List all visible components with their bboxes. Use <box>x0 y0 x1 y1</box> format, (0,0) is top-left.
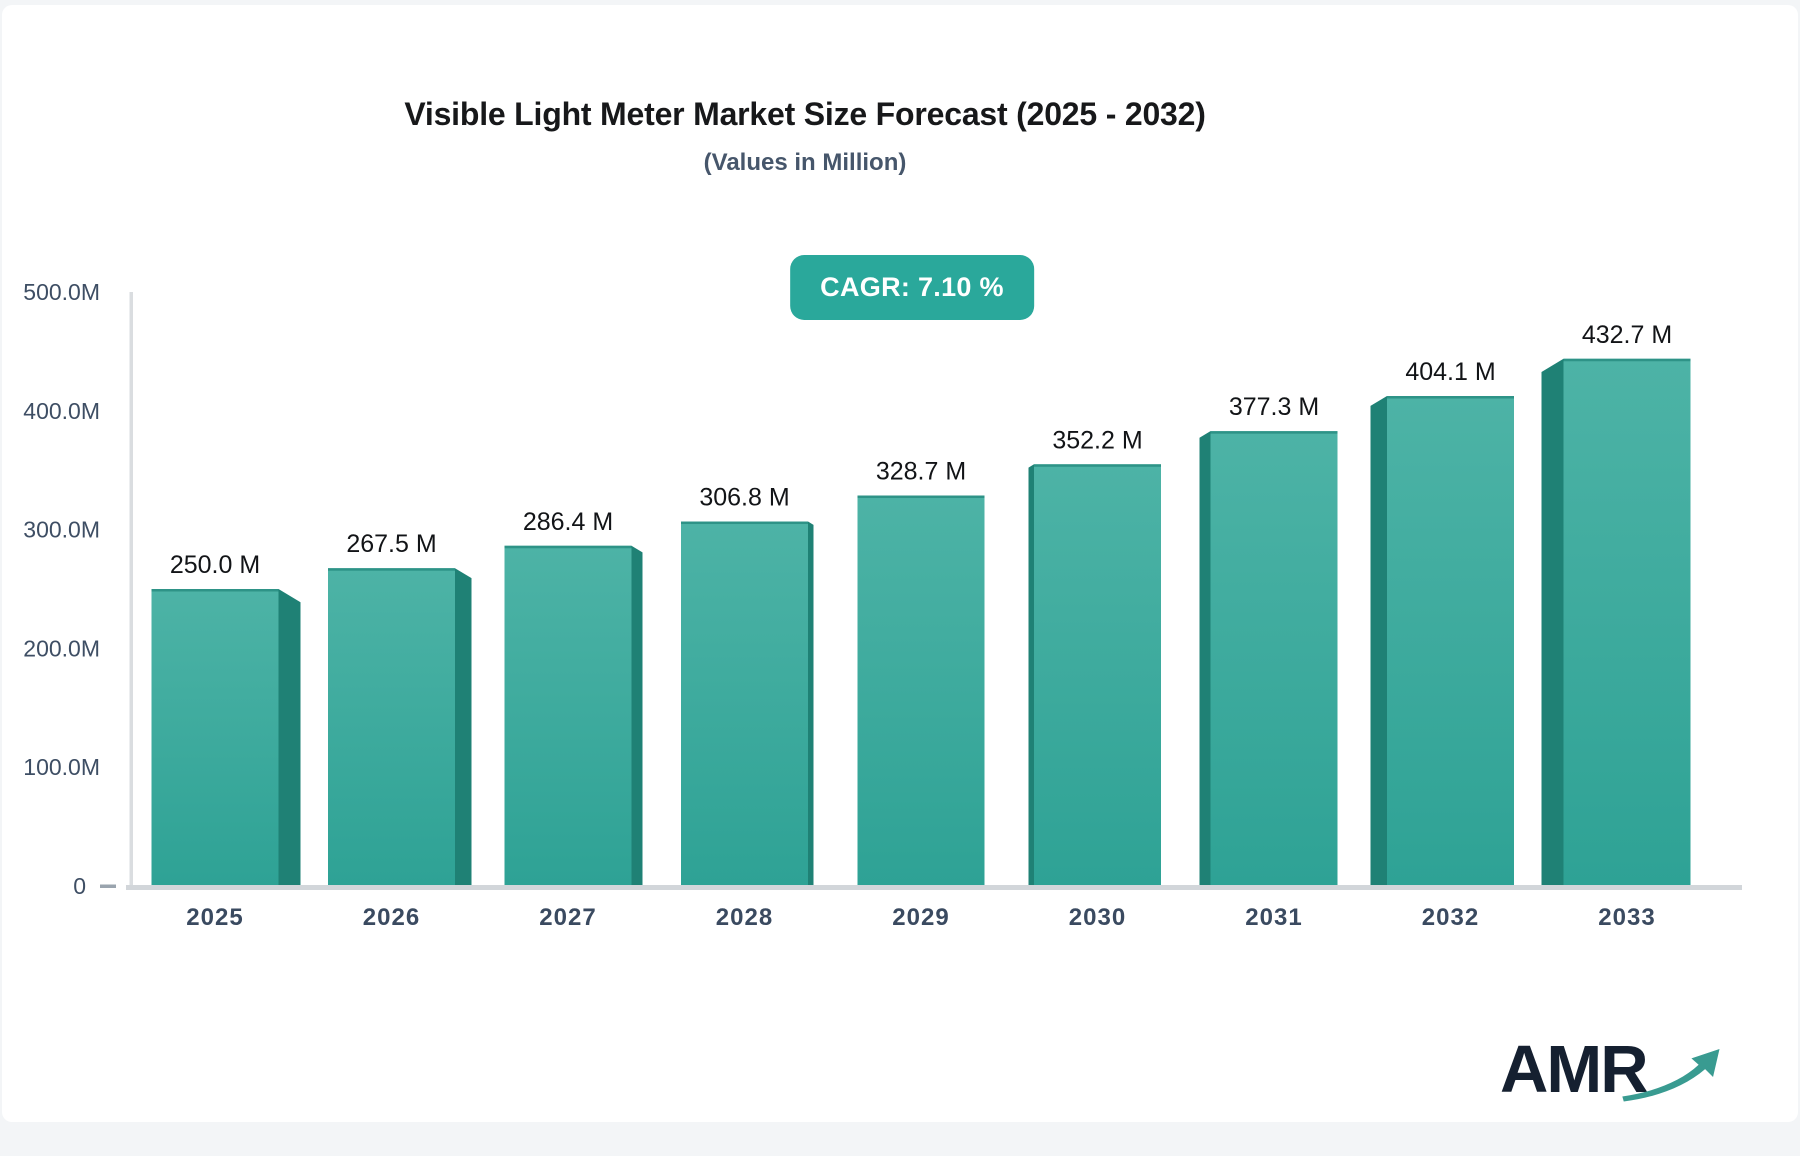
bar-side-face <box>278 589 301 886</box>
y-axis-line <box>129 292 133 890</box>
growth-arrow-icon <box>1622 1048 1720 1102</box>
y-axis-label: 500.0M <box>23 279 100 305</box>
bar <box>857 495 985 886</box>
bar-group-2027[interactable]: 286.4 M <box>504 508 643 886</box>
bar-group-2030[interactable]: 352.2 M <box>1028 426 1162 886</box>
x-axis-label: 2028 <box>716 904 773 931</box>
x-axis-label: 2032 <box>1422 904 1479 931</box>
bar-side-face <box>455 568 472 886</box>
bar-value-label: 328.7 M <box>876 458 966 486</box>
x-axis-label: 2026 <box>363 904 420 931</box>
y-axis-label: 300.0M <box>23 517 100 543</box>
y-axis-label: 400.0M <box>23 398 100 424</box>
bar-side-face <box>1028 464 1034 886</box>
bar-top-edge <box>1387 396 1514 399</box>
x-axis-label: 2027 <box>539 904 596 931</box>
cagr-badge: CAGR: 7.10 % <box>790 255 1034 320</box>
x-axis-label: 2031 <box>1245 904 1302 931</box>
bar-value-label: 286.4 M <box>523 508 613 536</box>
bar-group-2033[interactable]: 432.7 M <box>1541 321 1691 886</box>
bar-top-edge <box>504 545 632 549</box>
chart-title: Visible Light Meter Market Size Forecast… <box>404 96 1206 132</box>
bar <box>681 521 808 886</box>
x-axis-label: 2025 <box>186 904 243 931</box>
amr-logo-text: AMR <box>1500 1032 1649 1107</box>
bar-group-2032[interactable]: 404.1 M <box>1370 358 1515 886</box>
bar-value-label: 432.7 M <box>1582 321 1672 349</box>
bar <box>1210 431 1338 886</box>
bar-group-2029[interactable]: 328.7 M <box>857 458 985 886</box>
bar-top-edge <box>1563 358 1691 362</box>
bar-top-edge <box>681 521 808 525</box>
bar-top-edge <box>1210 431 1338 434</box>
bar-side-face <box>808 521 814 886</box>
bar-side-face <box>1199 431 1211 886</box>
bar-top-edge <box>857 495 985 499</box>
chart-subtitle: (Values in Million) <box>703 149 907 176</box>
bar-value-label: 404.1 M <box>1405 358 1495 386</box>
x-axis-label: 2030 <box>1069 904 1126 931</box>
x-axis-label: 2029 <box>892 904 949 931</box>
amr-logo: AMR <box>1500 1032 1730 1116</box>
y-axis-label: 100.0M <box>23 754 100 780</box>
bar-top-edge <box>328 568 455 571</box>
bar-value-label: 352.2 M <box>1052 426 1142 454</box>
bar-group-2031[interactable]: 377.3 M <box>1199 393 1338 886</box>
bar-group-2025[interactable]: 250.0 M <box>151 551 301 886</box>
bar <box>1387 396 1514 886</box>
bar <box>1034 464 1161 886</box>
bar <box>151 589 279 886</box>
bar <box>504 545 632 886</box>
bar-side-face <box>1541 358 1564 886</box>
bar-side-face <box>631 545 643 886</box>
bar-group-2028[interactable]: 306.8 M <box>681 484 814 886</box>
bar-group-2026[interactable]: 267.5 M <box>328 530 472 886</box>
bar <box>328 568 455 886</box>
zero-tick <box>100 884 116 888</box>
bar-top-edge <box>151 589 279 592</box>
bar-value-label: 267.5 M <box>346 530 436 558</box>
x-axis-label: 2033 <box>1598 904 1655 931</box>
y-axis-label: 0 <box>73 873 86 899</box>
bar-side-face <box>1370 396 1387 886</box>
bar-value-label: 250.0 M <box>170 551 260 579</box>
x-axis-line <box>126 885 1742 890</box>
bar-value-label: 377.3 M <box>1229 393 1319 421</box>
bar <box>1563 358 1691 886</box>
bar-top-edge <box>1034 464 1161 467</box>
bar-value-label: 306.8 M <box>699 484 789 512</box>
y-axis-label: 200.0M <box>23 635 100 661</box>
